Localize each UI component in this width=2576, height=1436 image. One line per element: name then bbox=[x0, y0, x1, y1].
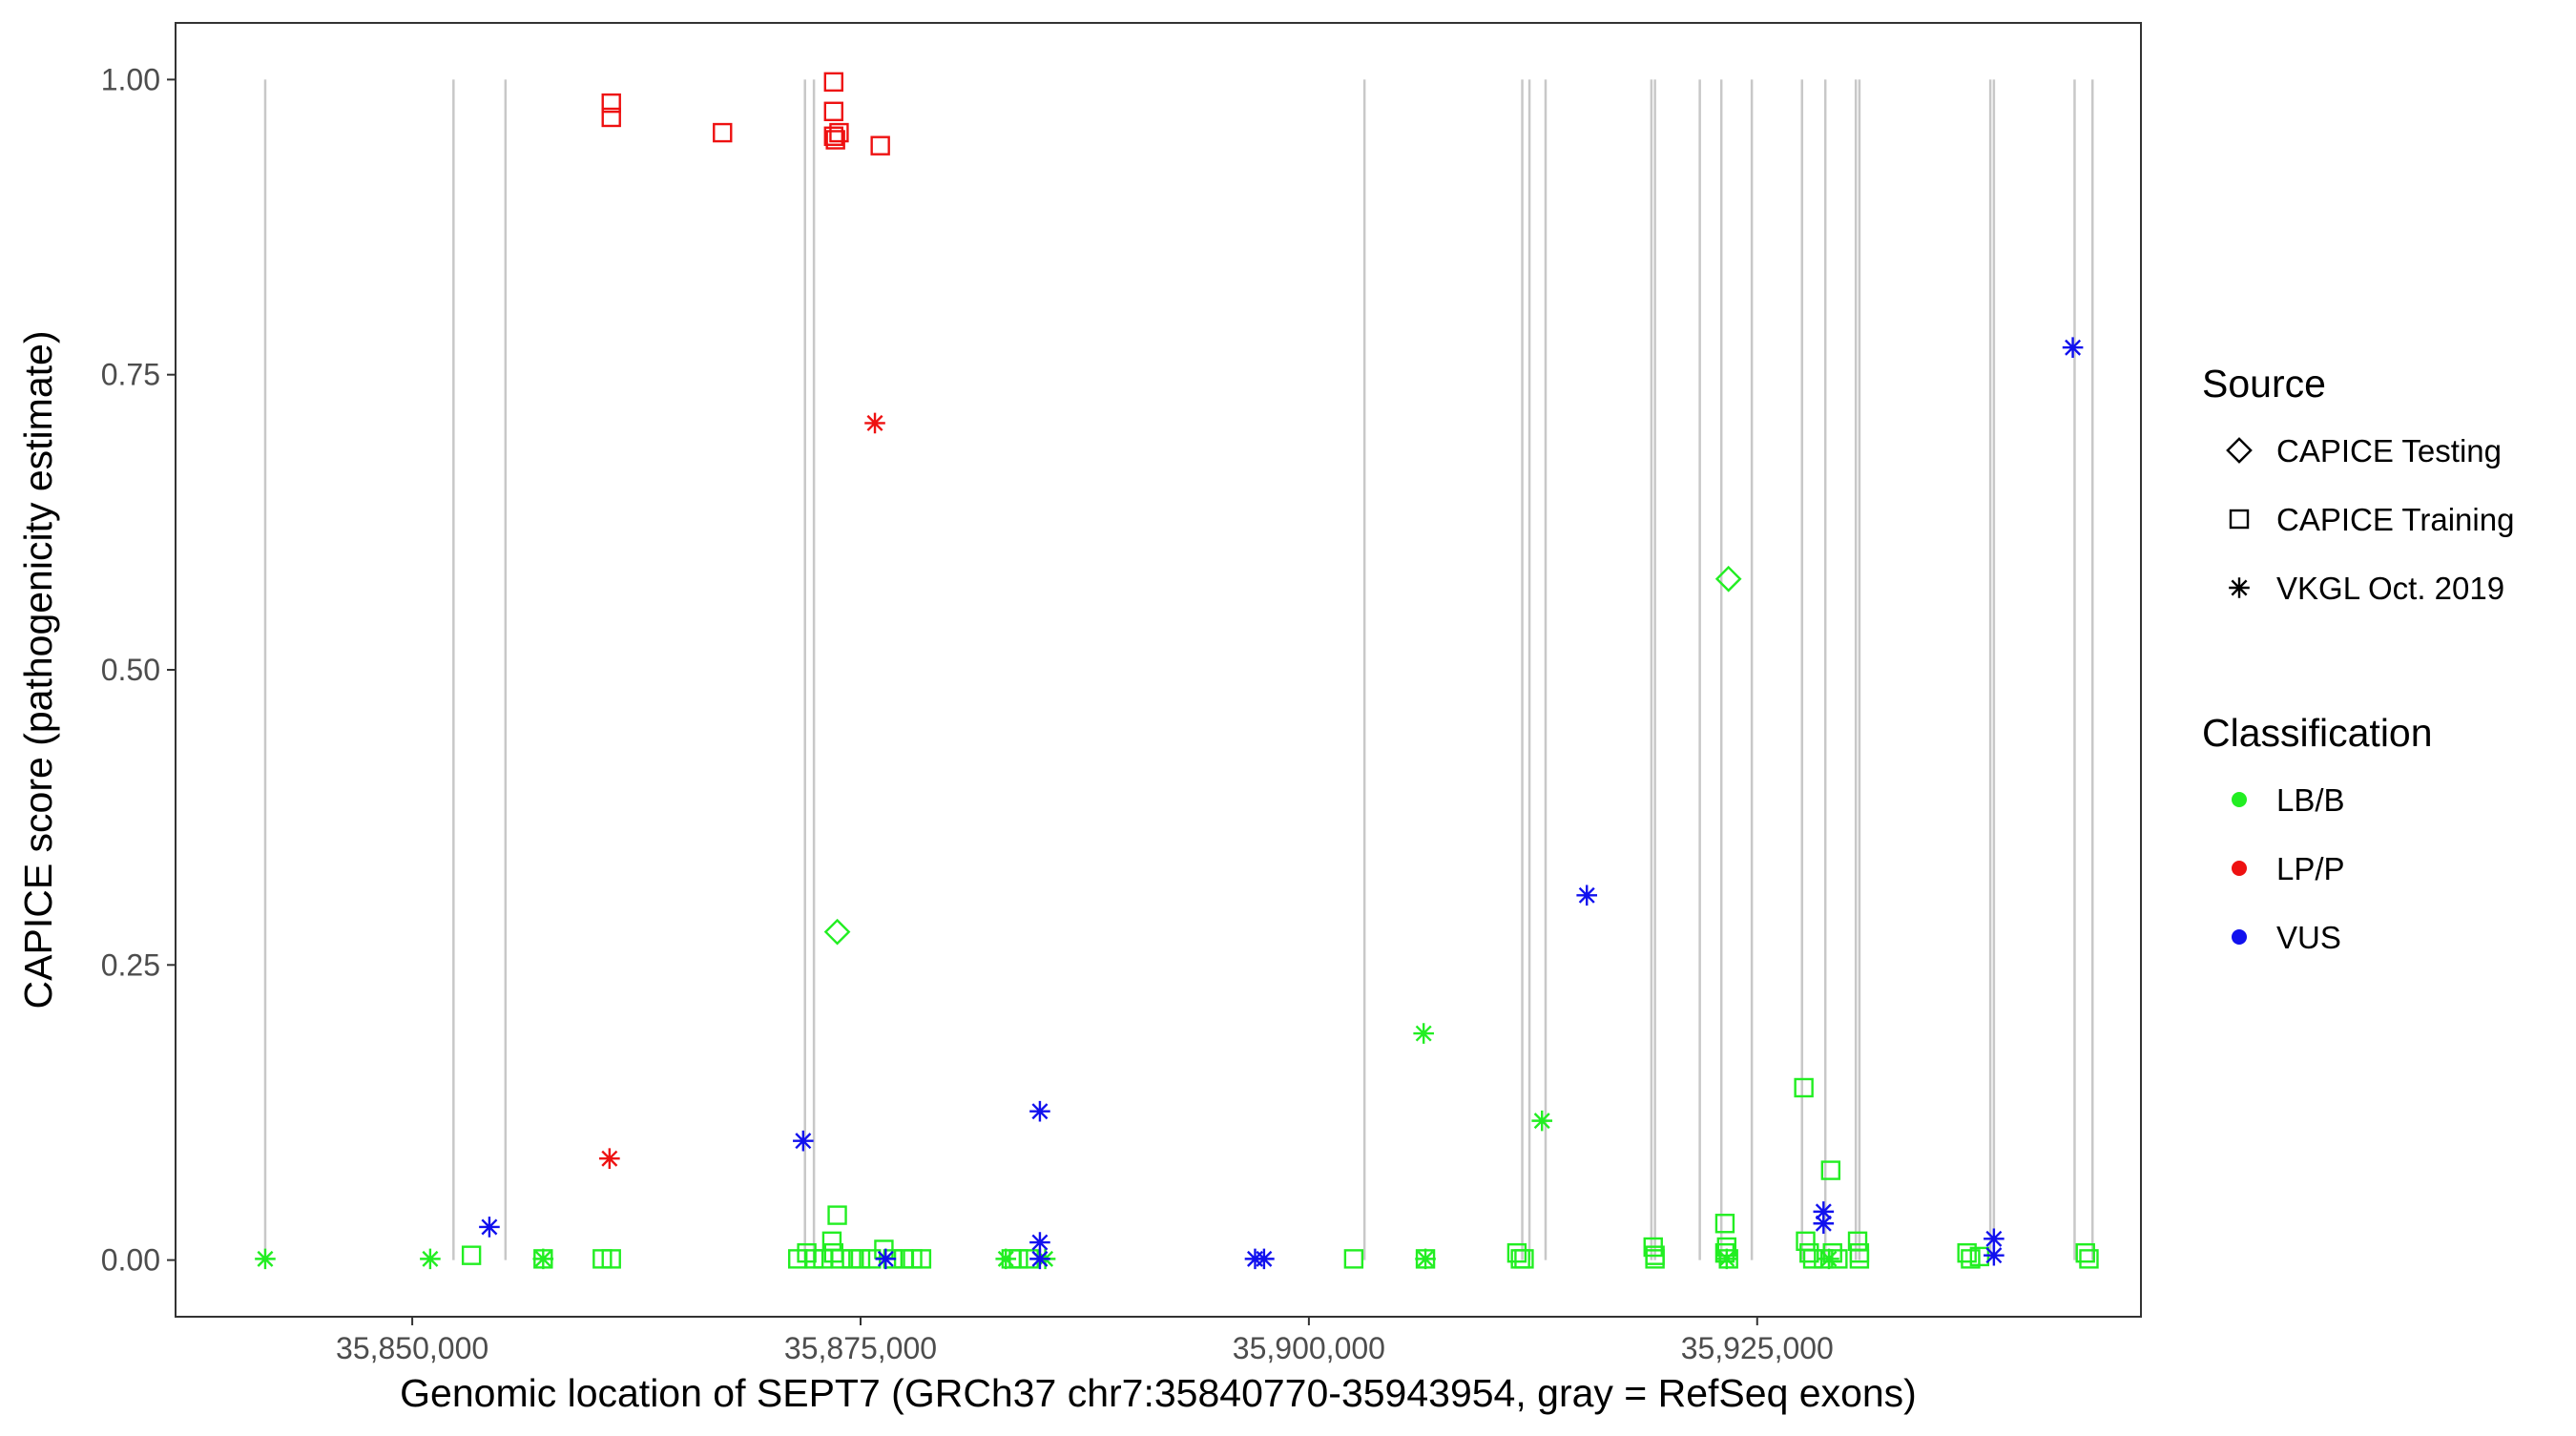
point-asterisk-lbb bbox=[995, 1248, 1017, 1270]
y-tick-label: 0.25 bbox=[101, 947, 160, 982]
x-axis-label: Genomic location of SEPT7 (GRCh37 chr7:3… bbox=[400, 1371, 1917, 1415]
legend-label-source: CAPICE Testing bbox=[2276, 433, 2502, 468]
point-square-lpp bbox=[823, 126, 843, 146]
legend-key-asterisk bbox=[2229, 577, 2250, 598]
point-asterisk-vus bbox=[1029, 1232, 1050, 1253]
point-asterisk-lbb bbox=[1716, 1248, 1737, 1270]
legend-title-source: Source bbox=[2202, 362, 2326, 406]
point-asterisk-vus bbox=[2062, 337, 2084, 359]
point-square-lpp bbox=[823, 101, 843, 121]
point-asterisk-vus bbox=[1029, 1100, 1050, 1122]
point-square-lpp bbox=[601, 107, 621, 128]
legend-key-vus bbox=[2232, 929, 2247, 945]
point-asterisk-vus bbox=[793, 1130, 814, 1152]
point-asterisk-vus bbox=[1254, 1248, 1275, 1270]
point-diamond-lbb bbox=[823, 918, 851, 946]
point-square-lbb bbox=[827, 1205, 847, 1225]
exon-lines bbox=[263, 79, 2094, 1260]
x-tick-label: 35,850,000 bbox=[336, 1331, 488, 1365]
point-asterisk-lbb bbox=[1818, 1248, 1839, 1270]
legend-key-lbb bbox=[2232, 792, 2247, 807]
point-square-lbb bbox=[911, 1249, 932, 1269]
point-square-lbb bbox=[1794, 1077, 1814, 1098]
axes: 0.00 0.25 0.50 0.75 1.00 35,850,000 35,875,000… bbox=[101, 62, 1834, 1365]
y-tick-label: 0.00 bbox=[101, 1243, 160, 1278]
legend-label-source: VKGL Oct. 2019 bbox=[2276, 571, 2504, 606]
point-square-lbb bbox=[601, 1249, 621, 1269]
point-square-lbb bbox=[461, 1245, 482, 1265]
point-asterisk-vus bbox=[1813, 1213, 1835, 1235]
point-square-lbb bbox=[1799, 1242, 1819, 1263]
y-tick-label: 0.50 bbox=[101, 653, 160, 687]
point-square-lpp bbox=[825, 130, 845, 150]
point-asterisk-lbb bbox=[1531, 1110, 1553, 1132]
point-square-lbb bbox=[2075, 1242, 2095, 1263]
point-square-lbb bbox=[1714, 1214, 1735, 1234]
point-asterisk-vus bbox=[1576, 884, 1598, 906]
legend-label-classification: LB/B bbox=[2276, 782, 2345, 818]
legend-key-lpp bbox=[2232, 861, 2247, 876]
point-square-lbb bbox=[1506, 1242, 1527, 1263]
point-asterisk-lpp bbox=[599, 1148, 620, 1170]
legend-label-classification: VUS bbox=[2276, 920, 2341, 955]
point-asterisk-vus bbox=[1984, 1228, 2005, 1250]
point-asterisk-lbb bbox=[1413, 1023, 1434, 1044]
point-square-lpp bbox=[870, 135, 890, 156]
data-points bbox=[255, 72, 2099, 1270]
point-asterisk-lbb bbox=[420, 1248, 441, 1270]
point-square-lbb bbox=[1343, 1249, 1364, 1269]
point-asterisk-vus bbox=[1029, 1248, 1050, 1270]
point-square-lpp bbox=[601, 93, 621, 114]
point-square-lbb bbox=[2079, 1249, 2099, 1269]
point-asterisk-vus bbox=[1813, 1201, 1835, 1222]
point-square-lbb bbox=[1849, 1249, 1870, 1269]
point-square-lbb bbox=[1957, 1242, 1977, 1263]
point-asterisk-vus bbox=[479, 1217, 500, 1238]
point-square-lpp bbox=[713, 122, 733, 143]
point-square-lpp bbox=[829, 122, 849, 143]
point-asterisk-lbb bbox=[1415, 1248, 1436, 1270]
point-square-lpp bbox=[823, 72, 843, 93]
point-square-lbb bbox=[850, 1249, 871, 1269]
point-asterisk-vus bbox=[875, 1248, 897, 1270]
point-square-lbb bbox=[1514, 1249, 1534, 1269]
y-tick-label: 0.75 bbox=[101, 358, 160, 392]
point-asterisk-lbb bbox=[532, 1248, 554, 1270]
point-square-lbb bbox=[1969, 1246, 1990, 1267]
legend-key-square bbox=[2229, 509, 2250, 530]
point-diamond-lbb bbox=[1714, 565, 1742, 593]
legend-key-diamond bbox=[2226, 437, 2253, 464]
point-square-lbb bbox=[1645, 1249, 1665, 1269]
point-asterisk-lpp bbox=[864, 412, 885, 434]
legend-label-source: CAPICE Training bbox=[2276, 502, 2514, 537]
x-tick-label: 35,875,000 bbox=[784, 1331, 937, 1365]
legend: Source Classification CAPICE Testing CAPI… bbox=[2202, 362, 2514, 955]
point-square-lbb bbox=[831, 1249, 851, 1269]
point-square-lbb bbox=[1820, 1160, 1841, 1180]
point-asterisk-lbb bbox=[255, 1248, 276, 1270]
y-tick-label: 1.00 bbox=[101, 62, 160, 96]
x-tick-label: 35,900,000 bbox=[1233, 1331, 1385, 1365]
x-tick-label: 35,925,000 bbox=[1681, 1331, 1834, 1365]
legend-title-classification: Classification bbox=[2202, 711, 2433, 755]
point-asterisk-vus bbox=[1984, 1244, 2005, 1266]
y-axis-label: CAPICE score (pathogenicity estimate) bbox=[16, 331, 60, 1009]
legend-label-classification: LP/P bbox=[2276, 851, 2345, 886]
